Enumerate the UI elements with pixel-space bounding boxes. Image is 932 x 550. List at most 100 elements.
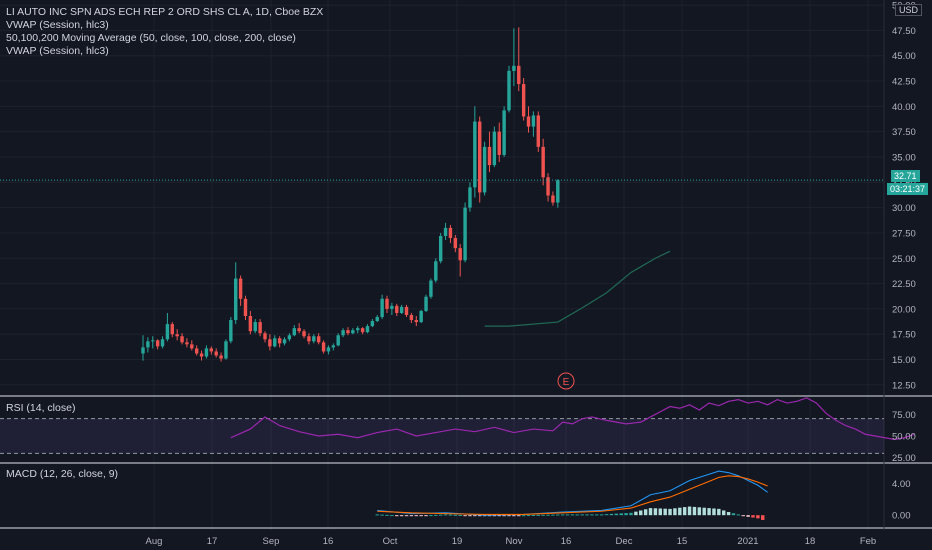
price-tick-label: 40.00 [892, 102, 916, 113]
candle-body [468, 187, 472, 208]
candle-body [302, 331, 306, 337]
price-tick-label: 12.50 [892, 380, 916, 391]
macd-histogram-bar [580, 514, 584, 516]
price-tick-label: 25.00 [892, 254, 916, 265]
macd-histogram-bar [741, 515, 745, 517]
candle-body [297, 328, 301, 332]
macd-title[interactable]: MACD (12, 26, close, 9) [6, 468, 119, 480]
earnings-circle [557, 372, 575, 390]
macd-histogram-bar [385, 514, 389, 516]
macd-histogram-bar [478, 515, 482, 517]
rsi-tick-label: 75.00 [892, 410, 916, 421]
candle-body [390, 305, 394, 309]
macd-histogram-bar [497, 515, 501, 517]
candle-body [146, 341, 150, 348]
macd-histogram-bar [438, 514, 443, 516]
macd-histogram-bar [448, 514, 453, 516]
last-price-badge: 32.71 [891, 170, 920, 182]
macd-histogram-bar [687, 506, 692, 516]
macd-histogram-bar [453, 514, 458, 516]
time-axis-ticks: Aug 17 Sep 16 Oct 19 Nov 16 Dec 15 2021 18 Feb [146, 536, 877, 547]
indicator-ma[interactable]: 50,100,200 Moving Average (50, close, 10… [6, 32, 296, 44]
indicator-panes [0, 0, 932, 530]
macd-histogram-bar [570, 514, 575, 516]
candle-body [316, 336, 321, 343]
candle-body [434, 261, 438, 281]
macd-histogram-bar [424, 515, 428, 517]
time-tick-label: Oct [383, 536, 398, 547]
indicator-vwap-1[interactable]: VWAP (Session, hlc3) [6, 19, 109, 31]
candle-body [292, 328, 296, 336]
candle-body [507, 70, 511, 111]
macd-histogram-bar [419, 515, 423, 517]
macd-histogram-bar [634, 511, 638, 516]
price-tick-label: 15.00 [892, 355, 916, 366]
candle-body [395, 305, 399, 313]
candle-body [517, 65, 521, 85]
candle-body [160, 339, 165, 347]
price-tick-label: 30.00 [892, 203, 916, 214]
candle-body [341, 330, 345, 336]
candle-body [307, 336, 311, 342]
macd-histogram-bar [643, 509, 648, 516]
macd-histogram-bar [414, 515, 418, 517]
macd-tick-label: 0.00 [892, 511, 911, 522]
macd-histogram-bar [517, 515, 521, 517]
macd-histogram-bar [604, 514, 609, 516]
macd-histogram-bar [614, 513, 619, 516]
candle-body [438, 235, 443, 262]
candle-body [424, 296, 428, 311]
price-tick-label: 17.50 [892, 330, 916, 341]
rsi-tick-label: 25.00 [892, 453, 916, 464]
candle-body [463, 207, 467, 261]
earnings-label: E [563, 377, 570, 388]
candle-body [287, 335, 292, 340]
macd-histogram-bar [658, 508, 662, 516]
candle-body [175, 334, 179, 337]
price-axis-ticks: 50.0047.5045.0042.5040.0037.5035.0032.50… [892, 1, 916, 522]
macd-histogram-bar [502, 515, 506, 517]
macd-histogram-bar [590, 514, 594, 516]
macd-histogram-bar [663, 508, 667, 516]
macd-histogram-bar [458, 514, 462, 516]
macd-histogram-bar [600, 514, 604, 516]
candle-body [155, 340, 160, 347]
currency-label[interactable]: USD [894, 4, 922, 16]
candle-body [224, 341, 228, 359]
macd-histogram-bar [526, 515, 531, 517]
time-tick-label: 15 [677, 536, 688, 547]
macd-histogram-bar [629, 512, 633, 516]
macd-histogram-bar [736, 514, 741, 516]
candle-body [141, 347, 145, 354]
candle-body [185, 342, 189, 345]
candle-body [360, 328, 365, 333]
macd-histogram-bar [575, 514, 580, 516]
candle-body [258, 322, 262, 334]
price-tick-label: 45.00 [892, 51, 916, 62]
macd-histogram-bar [541, 514, 545, 516]
macd-histogram-bar [399, 515, 404, 517]
candle-body [409, 314, 414, 321]
macd-histogram-bar [473, 515, 477, 517]
candle-body [209, 348, 214, 352]
earnings-marker[interactable]: E [557, 372, 575, 390]
macd-histogram-bar [726, 512, 731, 516]
time-tick-label: 16 [323, 536, 334, 547]
candle-body [219, 355, 223, 359]
macd-histogram-bar [653, 508, 658, 516]
candle-body [190, 344, 194, 349]
macd-histogram-bar [697, 507, 702, 516]
macd-histogram-bar [673, 508, 677, 516]
moving-average-line [484, 250, 671, 327]
candle-body [551, 195, 555, 203]
macd-histogram-bar [375, 514, 379, 516]
chart-legend: LI AUTO INC SPN ADS ECH REP 2 ORD SHS CL… [6, 6, 323, 58]
symbol-title[interactable]: LI AUTO INC SPN ADS ECH REP 2 ORD SHS CL… [6, 6, 324, 18]
macd-histogram-bar [717, 508, 721, 516]
rsi-title[interactable]: RSI (14, close) [6, 402, 76, 414]
macd-histogram-bar [390, 515, 394, 517]
time-tick-label: Aug [146, 536, 163, 547]
macd-histogram-bar [722, 510, 726, 516]
indicator-vwap-2[interactable]: VWAP (Session, hlc3) [6, 45, 109, 57]
